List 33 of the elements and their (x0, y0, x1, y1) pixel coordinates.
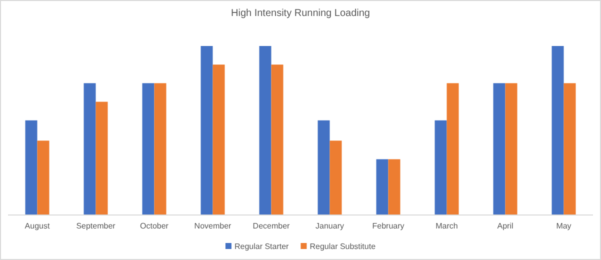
x-tick-label: December (252, 222, 290, 231)
legend-label: Regular Starter (234, 242, 290, 251)
bar (25, 120, 38, 215)
bar (552, 46, 564, 215)
bar (446, 83, 459, 215)
bar (271, 64, 284, 215)
bar (200, 46, 213, 215)
bar (212, 64, 225, 215)
bar (564, 83, 576, 215)
x-tick-label: April (497, 222, 514, 231)
x-tick-label: February (372, 222, 404, 231)
bar (84, 83, 96, 215)
bar (388, 159, 400, 215)
legend-label: Regular Substitute (310, 242, 376, 251)
x-tick-label: May (556, 222, 572, 231)
bar (330, 140, 342, 215)
bar (142, 83, 154, 215)
chart-title: High Intensity Running Loading (231, 8, 370, 19)
bar (37, 140, 50, 215)
x-tick-label: November (194, 222, 232, 231)
x-tick-label: March (436, 222, 458, 231)
bar (434, 120, 447, 215)
x-tick-label: October (140, 222, 169, 231)
bar (493, 83, 506, 215)
x-tick-label: January (316, 222, 344, 231)
bar (318, 120, 330, 215)
bar (505, 83, 518, 215)
x-tick-label: September (76, 222, 116, 231)
bar (154, 83, 166, 215)
bar (259, 46, 272, 215)
bar (376, 159, 388, 215)
x-tick-label: August (24, 222, 50, 231)
bar (96, 102, 108, 215)
